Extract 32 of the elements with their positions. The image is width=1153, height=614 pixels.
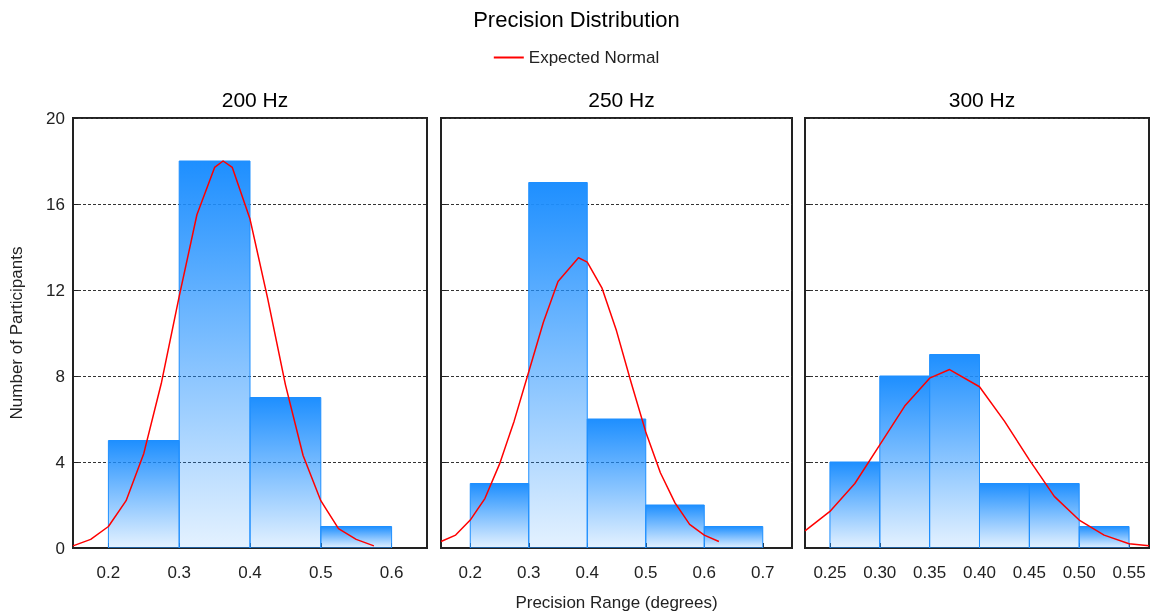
x-tick-label: 0.5 (308, 563, 333, 582)
x-tick-label: 0.3 (167, 563, 192, 582)
x-tick-label: 0.55 (1112, 563, 1146, 582)
x-tick-label: 0.25 (813, 563, 847, 582)
x-tick-label: 0.4 (575, 563, 600, 582)
x-tick-label: 0.7 (750, 563, 775, 582)
x-tick-label: 0.3 (516, 563, 541, 582)
y-axis-title: Number of Participants (7, 246, 26, 420)
x-tick-label: 0.30 (863, 563, 897, 582)
x-tick-label: 0.6 (379, 563, 404, 582)
chart-title: 300 Hz (948, 88, 1016, 111)
y-tick-label: 12 (46, 280, 65, 300)
y-tick-label: 8 (55, 366, 65, 386)
y-tick-label: 20 (46, 108, 65, 128)
y-tick-label: 16 (46, 194, 65, 214)
line-series (72, 160, 375, 547)
text: Precision Distribution (473, 6, 680, 32)
x-tick-label: 0.6 (692, 563, 717, 582)
x-tick-label: 0.40 (962, 563, 997, 582)
chart-title: 200 Hz (221, 88, 289, 111)
y-tick-label: 0 (55, 538, 65, 558)
x-tick-label: 0.45 (1012, 563, 1046, 582)
chart-title: 250 Hz (588, 88, 655, 111)
x-tick-label: 0.5 (633, 563, 658, 582)
x-tick-label: 0.4 (238, 563, 262, 582)
x-tick-label: 0.2 (96, 563, 121, 582)
y-tick-label: 4 (55, 452, 65, 472)
x-tick-label: 0.35 (913, 563, 947, 582)
legend-label: Expected Normal (528, 48, 660, 67)
x-axis-title: Precision Range (degrees) (515, 593, 718, 612)
x-tick-label: 0.2 (458, 563, 483, 582)
x-tick-label: 0.50 (1062, 563, 1096, 582)
